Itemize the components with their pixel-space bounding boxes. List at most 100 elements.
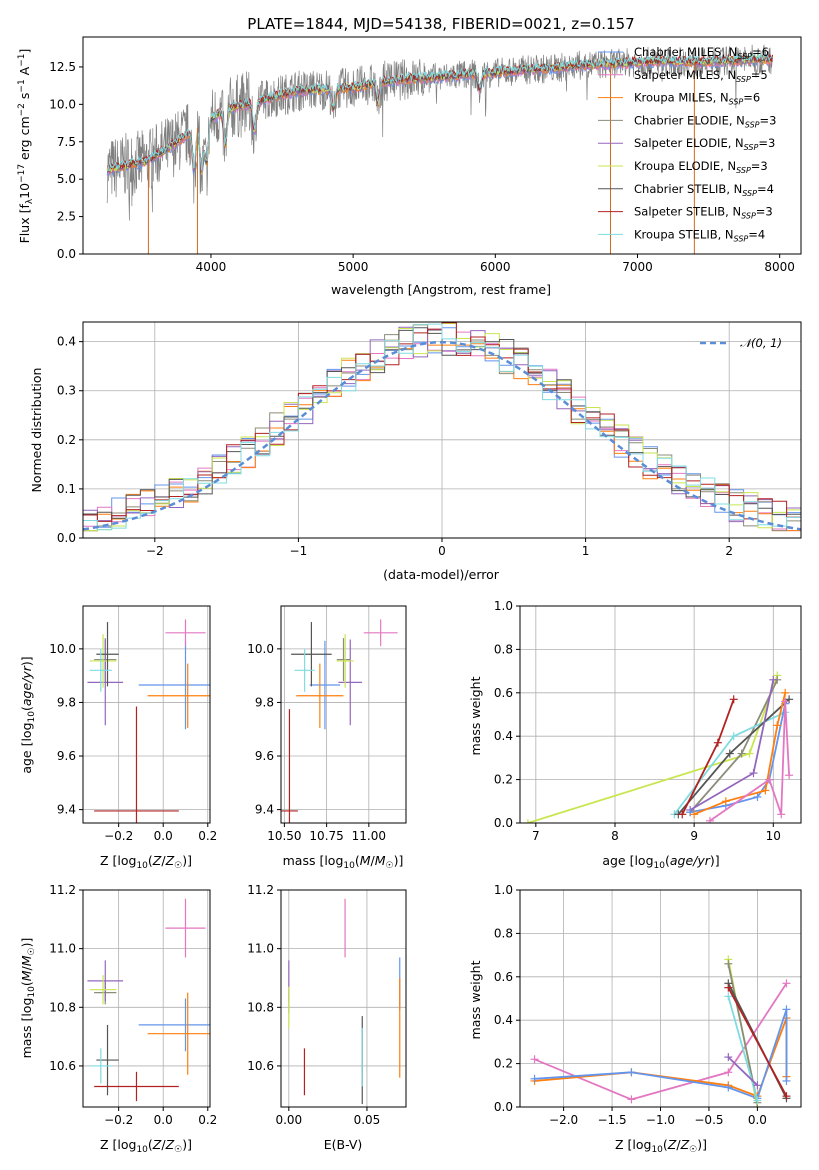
- mass-weight-line-chabrier-stelib: [677, 698, 790, 815]
- plot-area: [530, 955, 791, 1107]
- mass-vs-Z-panel: −0.2 0.0 0.2 10.6 10.8 11.0 11.2 Z [log10(Z/Z☉…: [19, 883, 217, 1155]
- x-tick-label: −0.2: [104, 1113, 133, 1127]
- spectrum-legend: Chabrier MILES, NSSP=6 Salpeter MILES, NS…: [598, 45, 776, 243]
- residuals-xlabel: (data-model)/error: [383, 567, 500, 582]
- y-tick-label: 10.0: [49, 97, 76, 111]
- mass-weight-vs-age-ylabel: mass weight: [468, 676, 483, 755]
- age-vs-Z-ylabel: age [log10(age/yr)]: [19, 656, 37, 773]
- x-tick-label: 0.0: [154, 1113, 173, 1127]
- x-tick-label: 0.0: [154, 829, 173, 843]
- x-tick-label: 0.2: [198, 829, 217, 843]
- mass-vs-EBV-xlabel: E(B-V): [324, 1137, 363, 1152]
- mass-vs-Z-ylabel: mass [log10(M/M☉)]: [19, 938, 37, 1059]
- axes-frame: [82, 605, 211, 824]
- y-tick-label: 9.4: [255, 803, 274, 817]
- age-vs-mass-panel: 10.50 10.75 11.00 9.4 9.6 9.8 10.0 mass [log10…: [247, 605, 407, 871]
- legend-label: Salpeter ELODIE, NSSP=3: [634, 136, 775, 152]
- x-tick-label: 10: [766, 829, 781, 843]
- plot-area: [288, 898, 401, 1105]
- y-tick-label: 9.6: [57, 749, 76, 763]
- y-tick-label: 9.8: [57, 695, 76, 709]
- y-tick-label: 0.2: [494, 773, 513, 787]
- y-tick-label: 0.4: [494, 729, 513, 743]
- legend-label: Salpeter STELIB, NSSP=3: [634, 205, 773, 221]
- y-tick-label: 11.0: [49, 942, 76, 956]
- spectrum-model-kroupa-stelib: [107, 53, 773, 172]
- x-tick-label: 0.2: [198, 1113, 217, 1127]
- plot-area: [281, 619, 398, 823]
- y-tick-label: 9.4: [57, 803, 76, 817]
- legend-label: Chabrier STELIB, NSSP=4: [634, 182, 774, 198]
- x-tick-label: 8: [611, 829, 619, 843]
- normal-curve: [83, 340, 801, 531]
- histogram-kroupa-stelib: [83, 323, 801, 531]
- spectrum-model-salpeter-stelib: [106, 53, 774, 174]
- y-tick-label: 11.2: [247, 883, 274, 897]
- y-tick-label: 10.8: [247, 1000, 274, 1014]
- mass-weight-line-chabrier-miles: [534, 1009, 788, 1100]
- normal-curve-legend-label: 𝒩(0, 1): [740, 336, 782, 350]
- y-tick-label: 0.6: [494, 970, 513, 984]
- x-tick-label: 4000: [196, 260, 227, 274]
- plot-area: [106, 44, 774, 254]
- x-tick-label: −0.5: [694, 1113, 723, 1127]
- legend-label: Kroupa ELODIE, NSSP=3: [634, 159, 768, 175]
- spectrum-panel: PLATE=1844, MJD=54138, FIBERID=0021, z=0…: [17, 15, 802, 297]
- y-tick-label: 0.2: [57, 433, 76, 447]
- x-tick-label: 2: [725, 544, 733, 558]
- x-tick-label: 0: [438, 544, 446, 558]
- y-tick-label: 0.8: [494, 642, 513, 656]
- legend-label: Salpeter MILES, NSSP=5: [634, 68, 768, 84]
- plot-area: [87, 619, 210, 823]
- x-tick-label: 8000: [764, 260, 795, 274]
- axes-frame: [82, 36, 802, 255]
- x-tick-label: 7: [532, 829, 540, 843]
- x-tick-label: 11.00: [352, 829, 386, 843]
- x-tick-label: 1: [582, 544, 590, 558]
- legend-label: Chabrier MILES, NSSP=6: [634, 45, 769, 61]
- mass-weight-line-salpeter-miles: [534, 982, 788, 1101]
- x-tick-label: 0.05: [354, 1113, 381, 1127]
- y-tick-label: 9.6: [255, 749, 274, 763]
- mass-vs-Z-xlabel: Z [log10(Z/Z☉)]: [100, 1137, 192, 1155]
- x-tick-label: −1.5: [597, 1113, 626, 1127]
- residuals-legend: 𝒩(0, 1): [700, 336, 782, 350]
- y-tick-label: 0.0: [494, 1100, 513, 1114]
- y-tick-label: 12.5: [49, 60, 76, 74]
- y-tick-label: 10.6: [49, 1059, 76, 1073]
- mass-weight-vs-age-panel: 7 8 9 10 0.0 0.2 0.4 0.6 0.8 1.0 age [log10(age/y…: [468, 599, 802, 871]
- mass-weight-vs-Z-panel: −2.0 −1.5 −1.0 −0.5 0.0 0.0 0.2 0.4 0.6 0.8 1.0 Z …: [468, 883, 802, 1155]
- y-tick-label: 0.8: [494, 926, 513, 940]
- y-tick-label: 0.4: [57, 335, 76, 349]
- x-tick-label: 9: [690, 829, 698, 843]
- legend-label: Chabrier ELODIE, NSSP=3: [634, 113, 776, 129]
- x-tick-label: −1.0: [646, 1113, 675, 1127]
- histogram-chabrier-stelib: [83, 327, 801, 519]
- y-tick-label: 5.0: [57, 172, 76, 186]
- axes-frame: [280, 605, 407, 824]
- y-tick-label: 10.0: [49, 642, 76, 656]
- y-tick-label: 11.2: [49, 883, 76, 897]
- mass-weight-vs-age-xlabel: age [log10(age/yr)]: [602, 853, 719, 871]
- y-tick-label: 0.0: [57, 531, 76, 545]
- axes-frame: [519, 605, 802, 824]
- y-tick-label: 10.8: [49, 1000, 76, 1014]
- y-tick-label: 2.5: [57, 210, 76, 224]
- y-tick-label: 0.0: [494, 816, 513, 830]
- y-tick-label: 0.2: [494, 1057, 513, 1071]
- axes-frame: [82, 889, 211, 1108]
- x-tick-label: 10.50: [267, 829, 301, 843]
- y-tick-label: 0.0: [57, 247, 76, 261]
- x-tick-label: −2: [146, 544, 164, 558]
- y-tick-label: 9.8: [255, 695, 274, 709]
- age-vs-Z-xlabel: Z [log10(Z/Z☉)]: [100, 853, 192, 871]
- mass-vs-EBV-panel: 0.00 0.05 10.6 10.8 11.0 11.2 E(B-V): [247, 883, 407, 1152]
- y-tick-label: 7.5: [57, 135, 76, 149]
- y-tick-label: 10.0: [247, 642, 274, 656]
- age-vs-Z-panel: −0.2 0.0 0.29.49.69.810.0 Z [log10(Z/Z☉)] …: [19, 605, 217, 871]
- y-tick-label: 1.0: [494, 599, 513, 613]
- x-tick-label: −1: [290, 544, 308, 558]
- y-tick-label: 0.4: [494, 1013, 513, 1027]
- spectrum-xlabel: wavelength [Angstrom, rest frame]: [331, 282, 551, 297]
